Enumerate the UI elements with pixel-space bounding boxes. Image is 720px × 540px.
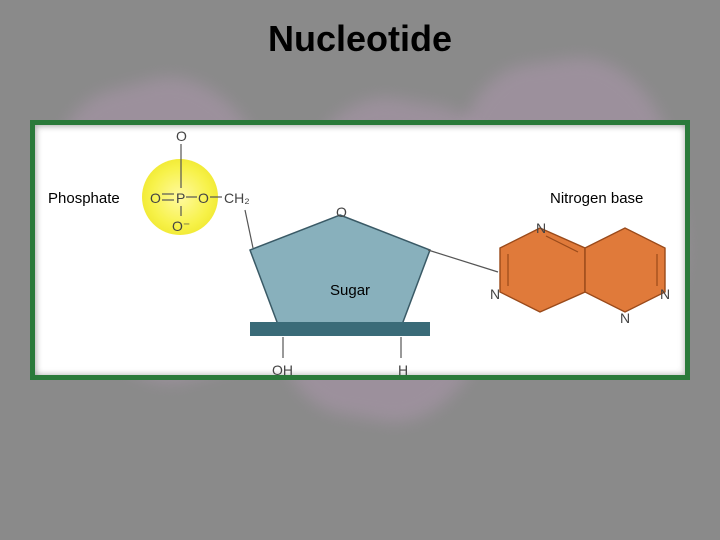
page-title: Nucleotide xyxy=(268,18,452,60)
label-phosphate: Phosphate xyxy=(48,190,120,207)
atom-o-bot: O⁻ xyxy=(172,218,190,235)
base-n-4: N xyxy=(620,310,630,326)
label-sugar: Sugar xyxy=(330,282,370,299)
atom-h: H xyxy=(398,362,408,378)
base-n-3: N xyxy=(660,286,670,302)
base-n-1: N xyxy=(536,220,546,236)
diagram-panel xyxy=(30,120,690,380)
label-nitrogen: Nitrogen base xyxy=(550,190,643,207)
atom-ch2: CH₂ xyxy=(224,190,250,206)
base-n-2: N xyxy=(490,286,500,302)
atom-oh: OH xyxy=(272,362,293,378)
atom-o-right: O xyxy=(198,190,209,206)
atom-o-top: O xyxy=(176,128,187,144)
atom-p: P xyxy=(176,190,185,206)
atom-o-ring: O xyxy=(336,204,347,220)
atom-o-left: O xyxy=(150,190,161,206)
